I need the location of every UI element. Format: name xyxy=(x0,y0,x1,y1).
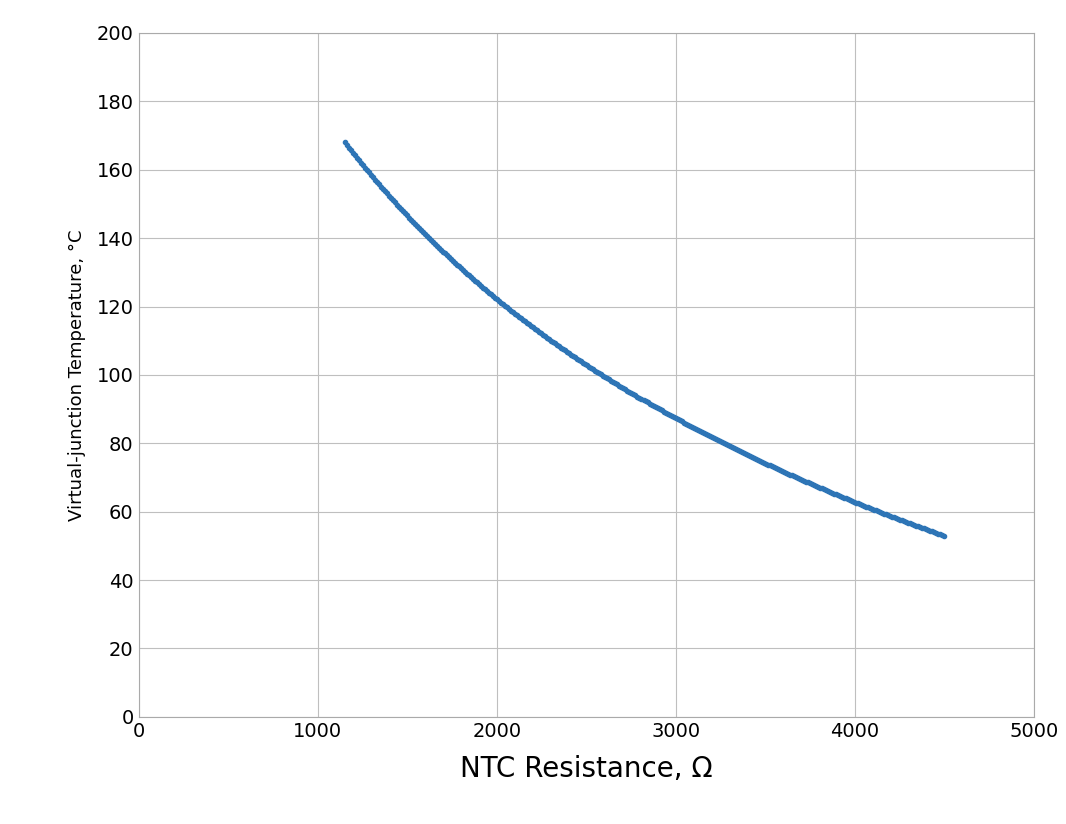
Y-axis label: Virtual-junction Temperature, °C: Virtual-junction Temperature, °C xyxy=(67,229,85,521)
X-axis label: NTC Resistance, Ω: NTC Resistance, Ω xyxy=(461,755,712,783)
